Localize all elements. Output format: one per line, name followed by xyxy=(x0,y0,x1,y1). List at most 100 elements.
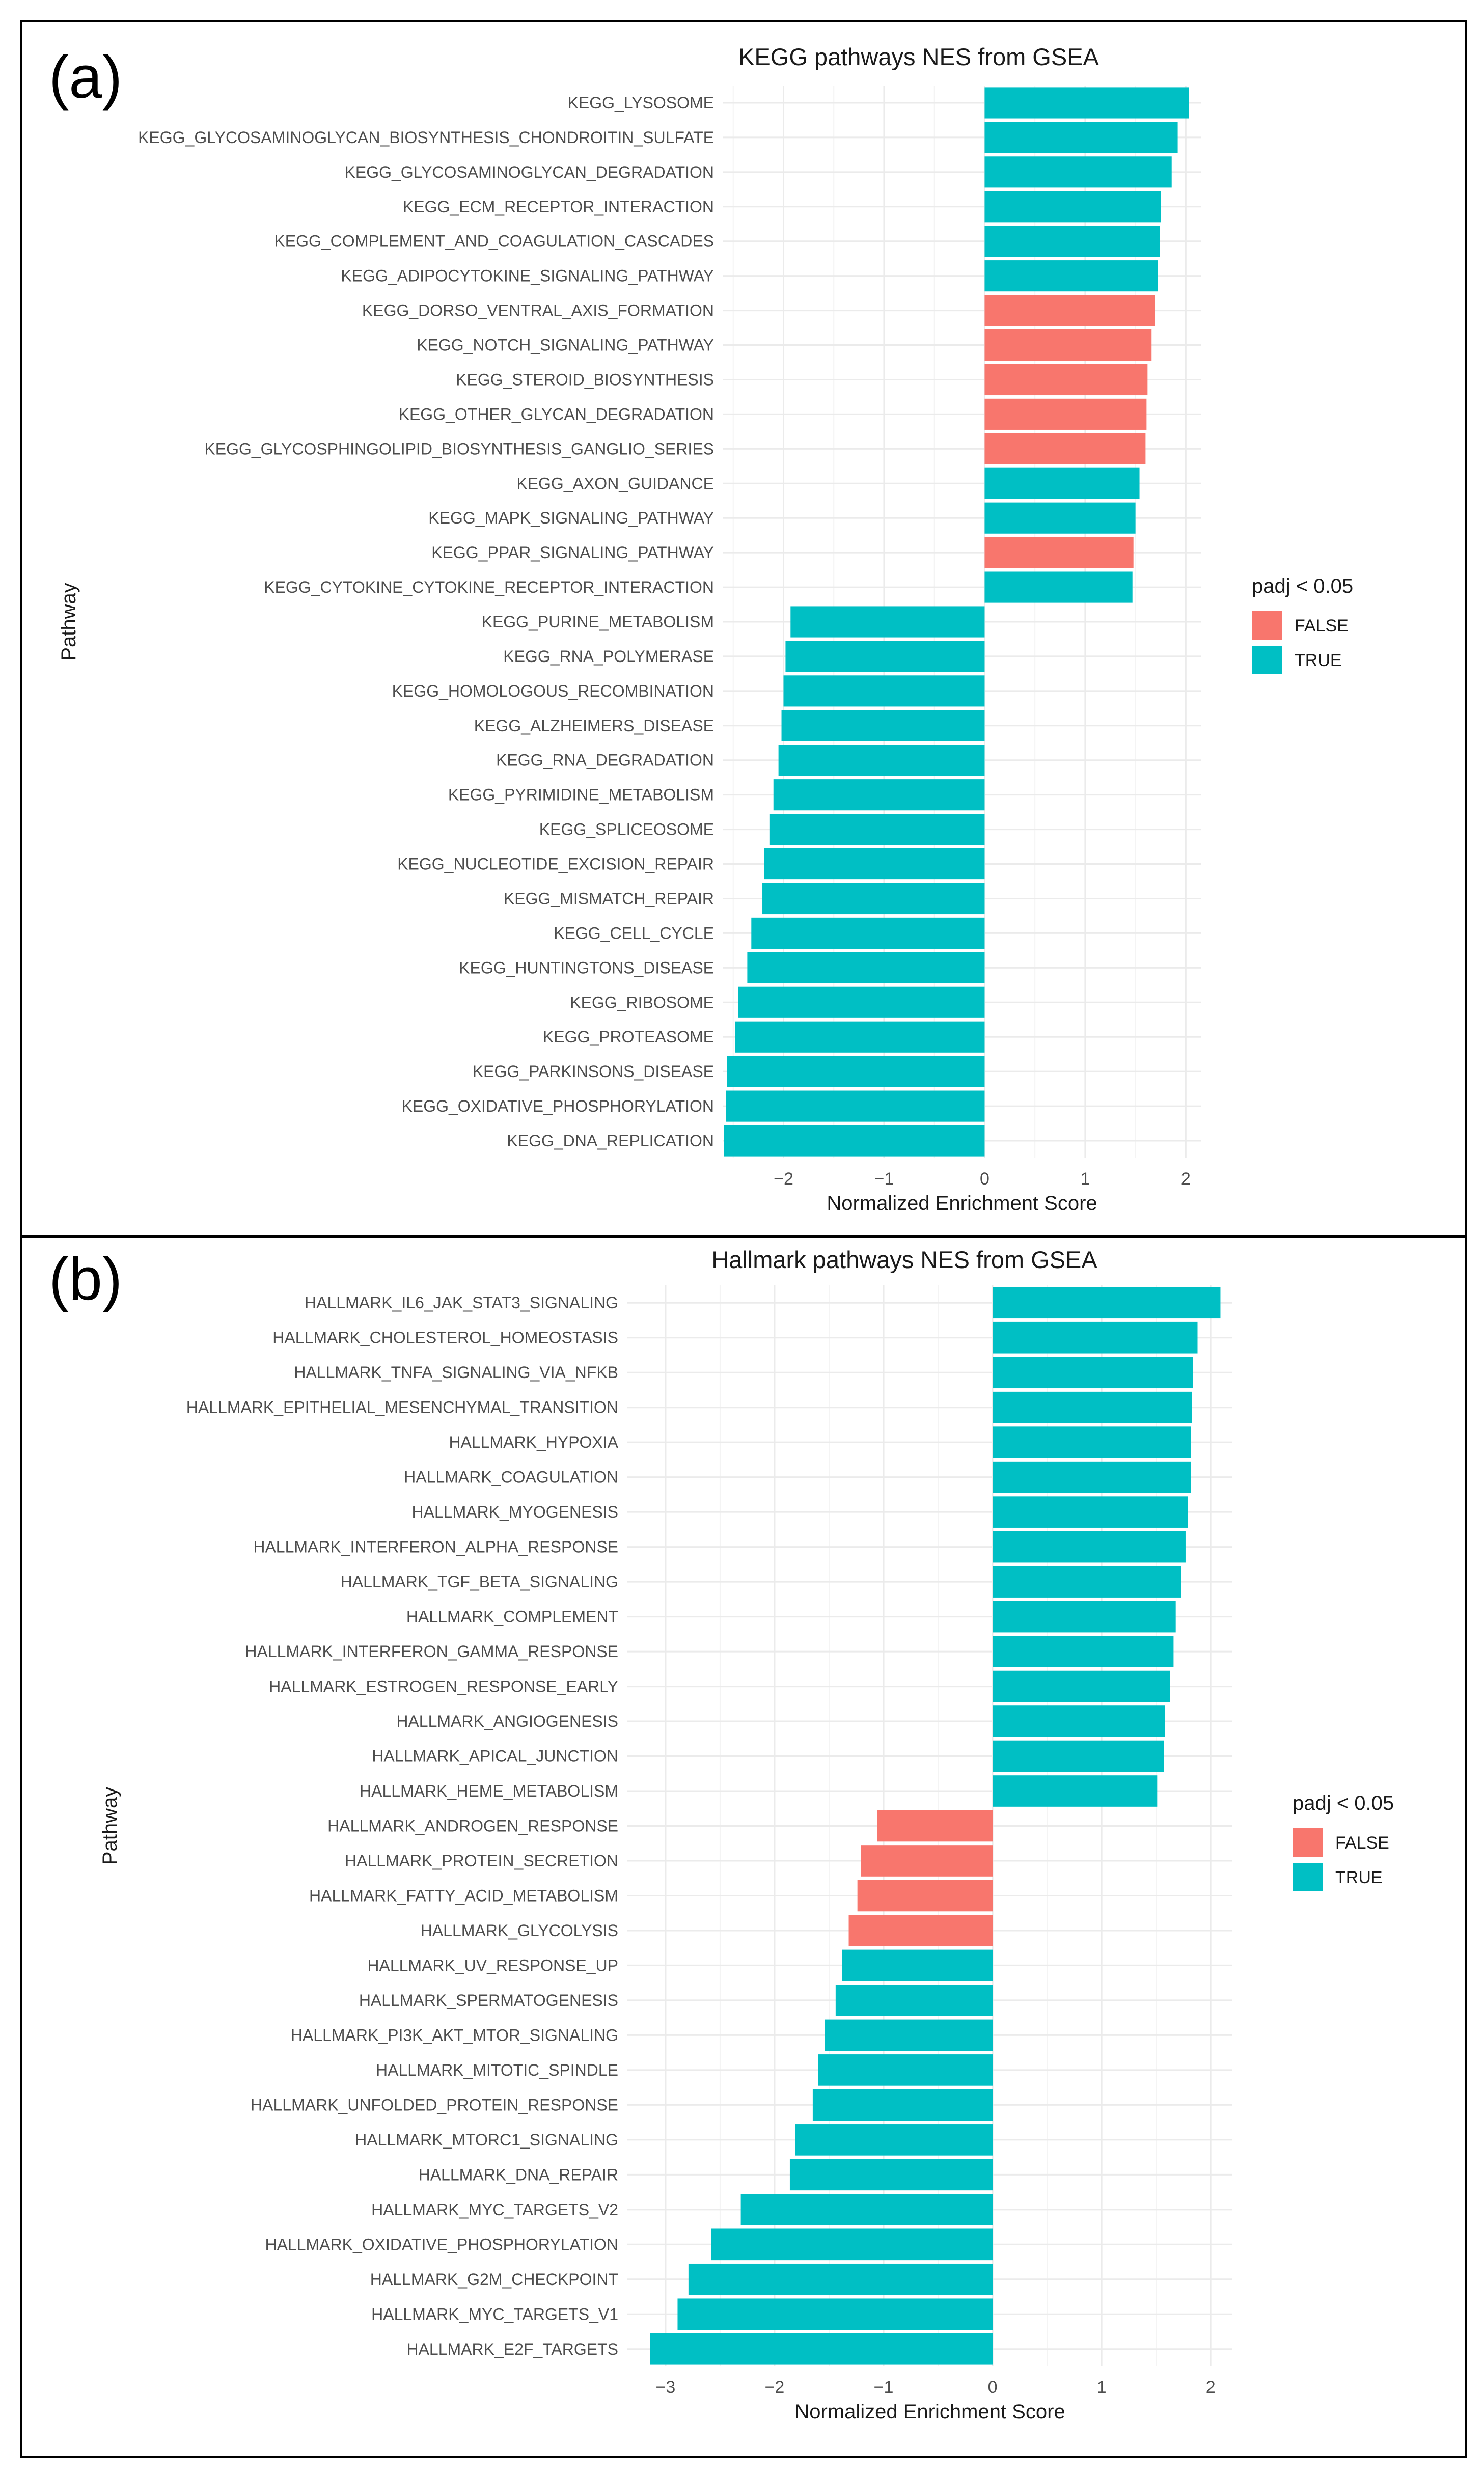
bar-hallmark-interferon-gamma-response xyxy=(993,1636,1174,1667)
y-tick-label: HALLMARK_INTERFERON_ALPHA_RESPONSE xyxy=(253,1538,618,1556)
bar-kegg-huntingtons-disease xyxy=(747,952,985,983)
bar-kegg-dna-replication xyxy=(724,1125,985,1157)
bar-kegg-rna-degradation xyxy=(778,745,985,776)
x-tick-label: 0 xyxy=(980,1169,990,1189)
y-tick-label: HALLMARK_EPITHELIAL_MESENCHYMAL_TRANSITI… xyxy=(186,1398,618,1417)
x-tick-labels: −2 −1 0 1 2 xyxy=(774,1169,1191,1189)
y-tick-label: HALLMARK_OXIDATIVE_PHOSPHORYLATION xyxy=(265,2235,618,2253)
y-tick-label: HALLMARK_E2F_TARGETS xyxy=(406,2340,618,2358)
y-tick-label: KEGG_GLYCOSPHINGOLIPID_BIOSYNTHESIS_GANG… xyxy=(204,439,714,458)
y-tick-label: HALLMARK_COAGULATION xyxy=(404,1468,618,1486)
bar-hallmark-unfolded-protein-response xyxy=(812,2089,993,2121)
bar-hallmark-cholesterol-homeostasis xyxy=(993,1321,1198,1354)
chart-title: KEGG pathways NES from GSEA xyxy=(738,43,1099,70)
y-tick-label: HALLMARK_HEME_METABOLISM xyxy=(360,1782,618,1800)
y-tick-label: KEGG_ALZHEIMERS_DISEASE xyxy=(474,717,714,735)
legend-key-true xyxy=(1252,646,1282,674)
bar-kegg-adipocytokine-signaling-pathway xyxy=(984,260,1158,292)
x-tick-label: 2 xyxy=(1181,1169,1191,1189)
y-tick-label: HALLMARK_PROTEIN_SECRETION xyxy=(345,1852,618,1870)
bar-kegg-purine-metabolism xyxy=(790,606,985,638)
y-tick-label: KEGG_RIBOSOME xyxy=(570,993,714,1011)
bar-hallmark-hypoxia xyxy=(993,1426,1191,1458)
bar-hallmark-tnfa-signaling-via-nfkb xyxy=(993,1357,1193,1389)
y-tick-label: KEGG_GLYCOSAMINOGLYCAN_DEGRADATION xyxy=(345,163,714,181)
bar-hallmark-heme-metabolism xyxy=(993,1775,1158,1807)
y-tick-label: KEGG_PYRIMIDINE_METABOLISM xyxy=(448,786,714,804)
bar-kegg-other-glycan-degradation xyxy=(984,398,1147,430)
bar-hallmark-spermatogenesis xyxy=(835,1985,993,2016)
bar-hallmark-interferon-alpha-response xyxy=(993,1531,1186,1563)
bar-kegg-mapk-signaling-pathway xyxy=(984,502,1136,534)
y-tick-label: HALLMARK_APICAL_JUNCTION xyxy=(372,1747,618,1766)
bar-hallmark-myc-targets-v1 xyxy=(677,2298,993,2330)
x-tick-label: −2 xyxy=(765,2378,785,2397)
y-tick-label: KEGG_DNA_REPLICATION xyxy=(507,1132,714,1150)
x-tick-label: 2 xyxy=(1206,2378,1216,2397)
x-axis-title: Normalized Enrichment Score xyxy=(794,2401,1065,2423)
bar-kegg-mismatch-repair xyxy=(762,883,985,915)
x-tick-label: 1 xyxy=(1080,1169,1090,1189)
bar-hallmark-coagulation xyxy=(993,1461,1191,1493)
bar-hallmark-apical-junction xyxy=(993,1740,1164,1772)
bar-hallmark-mitotic-spindle xyxy=(818,2054,993,2086)
bar-kegg-notch-signaling-pathway xyxy=(984,329,1152,361)
y-tick-label: HALLMARK_MTORC1_SIGNALING xyxy=(355,2131,618,2149)
hallmark-chart: (b) Hallmark pathways NES from GSEA HALLMA… xyxy=(49,1246,1394,2423)
legend: padj < 0.05 FALSE TRUE xyxy=(1252,575,1353,674)
y-tick-label: HALLMARK_ESTROGEN_RESPONSE_EARLY xyxy=(269,1677,618,1696)
x-axis-title: Normalized Enrichment Score xyxy=(827,1192,1097,1215)
y-tick-label: KEGG_CELL_CYCLE xyxy=(554,924,714,942)
y-tick-label: HALLMARK_G2M_CHECKPOINT xyxy=(370,2270,618,2289)
bar-kegg-spliceosome xyxy=(769,814,985,845)
bar-kegg-axon-guidance xyxy=(984,467,1140,499)
y-tick-label: KEGG_MAPK_SIGNALING_PATHWAY xyxy=(428,509,714,527)
bars xyxy=(650,1287,1221,2365)
y-tick-label: HALLMARK_MITOTIC_SPINDLE xyxy=(376,2061,618,2079)
legend-title: padj < 0.05 xyxy=(1252,575,1353,597)
y-tick-label: KEGG_CYTOKINE_CYTOKINE_RECEPTOR_INTERACT… xyxy=(264,578,714,596)
y-tick-label: HALLMARK_GLYCOLYSIS xyxy=(421,1921,618,1940)
bar-hallmark-tgf-beta-signaling xyxy=(993,1566,1181,1598)
y-tick-label: KEGG_SPLICEOSOME xyxy=(539,820,714,839)
y-tick-label: HALLMARK_UV_RESPONSE_UP xyxy=(367,1956,618,1974)
y-tick-label: KEGG_LYSOSOME xyxy=(568,94,714,112)
bar-kegg-dorso-ventral-axis-formation xyxy=(984,295,1155,326)
bar-hallmark-myogenesis xyxy=(993,1496,1188,1528)
y-tick-label: HALLMARK_CHOLESTEROL_HOMEOSTASIS xyxy=(272,1329,618,1347)
bar-kegg-complement-and-coagulation-cascades xyxy=(984,226,1160,257)
bar-hallmark-complement xyxy=(993,1601,1176,1633)
y-tick-label: KEGG_OXIDATIVE_PHOSPHORYLATION xyxy=(402,1097,714,1115)
x-tick-label: −3 xyxy=(656,2378,676,2397)
x-tick-labels: −3 −2 −1 0 1 2 xyxy=(656,2378,1216,2397)
bar-kegg-lysosome xyxy=(984,87,1189,119)
bar-hallmark-glycolysis xyxy=(848,1915,993,1946)
legend-key-true xyxy=(1293,1863,1323,1891)
y-tick-label: HALLMARK_MYC_TARGETS_V1 xyxy=(371,2305,618,2323)
x-tick-label: −2 xyxy=(774,1169,793,1189)
y-tick-label: KEGG_PPAR_SIGNALING_PATHWAY xyxy=(431,543,714,562)
y-tick-label: HALLMARK_FATTY_ACID_METABOLISM xyxy=(309,1886,618,1905)
x-tick-label: −1 xyxy=(874,2378,894,2397)
legend-label-false: FALSE xyxy=(1335,1833,1389,1853)
y-tick-label: HALLMARK_MYOGENESIS xyxy=(412,1503,618,1521)
y-tick-label: KEGG_COMPLEMENT_AND_COAGULATION_CASCADES xyxy=(274,232,714,251)
y-tick-label: HALLMARK_TGF_BETA_SIGNALING xyxy=(341,1573,618,1591)
bar-hallmark-protein-secretion xyxy=(861,1845,993,1877)
bar-kegg-oxidative-phosphorylation xyxy=(726,1090,985,1122)
y-tick-label: KEGG_MISMATCH_REPAIR xyxy=(504,889,714,907)
y-tick-label: KEGG_DORSO_VENTRAL_AXIS_FORMATION xyxy=(362,301,714,320)
bar-kegg-steroid-biosynthesis xyxy=(984,364,1148,396)
y-tick-label: KEGG_GLYCOSAMINOGLYCAN_BIOSYNTHESIS_CHON… xyxy=(138,128,714,147)
legend-label-true: TRUE xyxy=(1335,1868,1383,1887)
y-tick-label: HALLMARK_COMPLEMENT xyxy=(406,1608,618,1626)
y-tick-label: HALLMARK_MYC_TARGETS_V2 xyxy=(371,2200,618,2219)
bar-kegg-homologous-recombination xyxy=(783,675,985,707)
bar-hallmark-epithelial-mesenchymal-transition xyxy=(993,1391,1192,1423)
bar-hallmark-e2f-targets xyxy=(650,2333,993,2365)
chart-title: Hallmark pathways NES from GSEA xyxy=(711,1246,1097,1273)
y-tick-label: HALLMARK_HYPOXIA xyxy=(449,1433,618,1451)
bar-hallmark-dna-repair xyxy=(789,2159,993,2191)
y-tick-label: HALLMARK_TNFA_SIGNALING_VIA_NFKB xyxy=(294,1363,618,1382)
bar-kegg-ribosome xyxy=(738,986,985,1018)
